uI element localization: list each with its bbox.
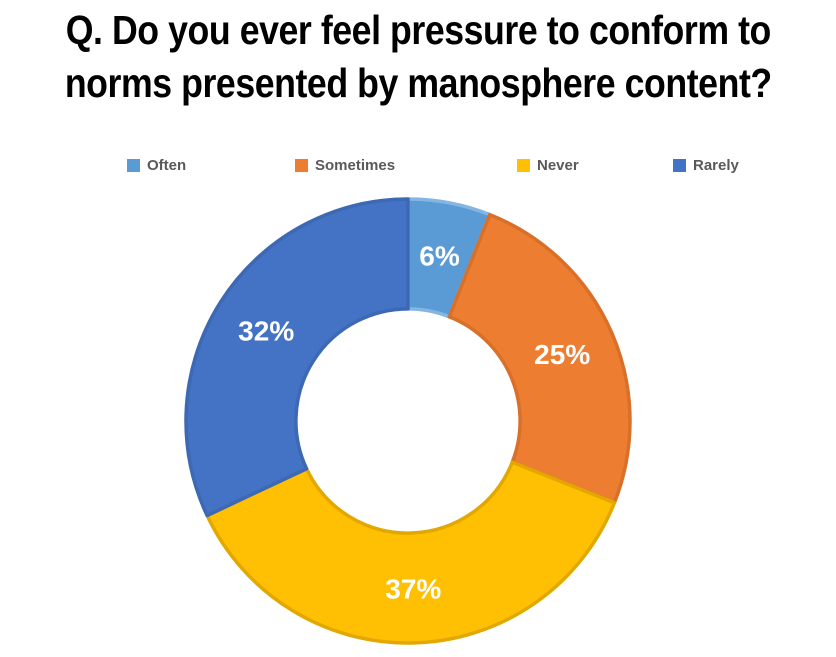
chart-title-line2: norms presented by manosphere content? [64, 60, 772, 106]
legend-label-sometimes: Sometimes [315, 157, 396, 174]
legend-label-rarely: Rarely [693, 157, 739, 174]
chart-title-line1: Q. Do you ever feel pressure to conform … [65, 7, 771, 53]
pie-slice-never [205, 460, 617, 645]
legend-label-never: Never [537, 157, 579, 174]
slice-label-often: 6% [419, 241, 460, 272]
legend-swatch-often [127, 159, 140, 172]
legend-swatch-never [517, 159, 530, 172]
legend-swatch-rarely [673, 159, 686, 172]
legend-swatch-sometimes [295, 159, 308, 172]
legend-label-often: Often [147, 157, 187, 174]
legend-item-rarely: Rarely [673, 157, 739, 174]
legend-item-never: Never [517, 157, 579, 174]
pie-slice-sometimes [447, 212, 632, 505]
pie-slice-rarely [184, 197, 410, 518]
chart-title: Q. Do you ever feel pressure to conform … [0, 4, 836, 110]
slice-label-sometimes: 25% [534, 339, 590, 370]
slice-label-rarely: 32% [238, 316, 294, 347]
legend-item-sometimes: Sometimes [295, 157, 395, 174]
slice-label-never: 37% [385, 573, 441, 604]
legend-item-often: Often [127, 157, 186, 174]
chart-legend: Often Sometimes Never Rarely [0, 157, 836, 179]
